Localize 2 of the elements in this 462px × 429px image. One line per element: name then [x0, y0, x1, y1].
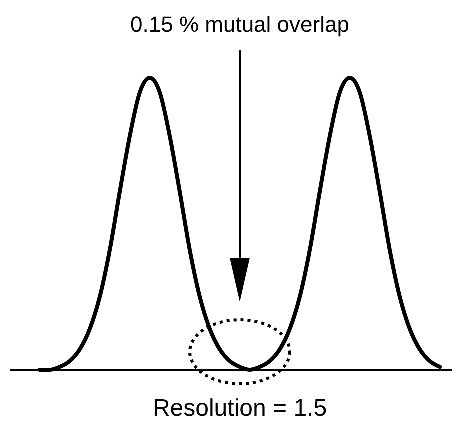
text: Resolution = 1.5 — [152, 395, 328, 422]
text: 0.15 % mutual overlap — [130, 12, 350, 37]
